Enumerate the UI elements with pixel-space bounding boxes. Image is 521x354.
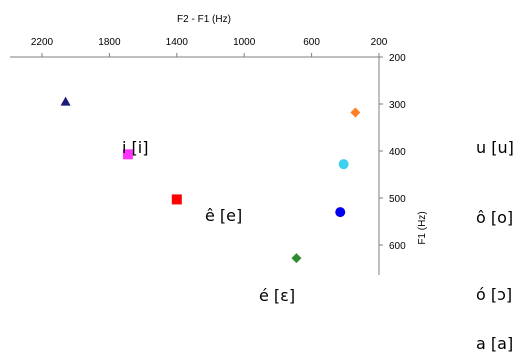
data-markers	[60, 96, 361, 264]
y-tick-label: 400	[389, 147, 406, 158]
x-axis-ticks: 2200 1800 1400 1000 600 200	[31, 37, 388, 57]
data-point-square	[171, 194, 182, 205]
vowel-label-e: ê [e]	[205, 206, 243, 225]
vowel-label-open-e: é [ɛ]	[259, 286, 296, 305]
y-axis-title: F1 (Hz)	[417, 211, 428, 244]
vowel-label-i: i [i]	[122, 138, 149, 157]
data-point-circle	[338, 159, 349, 170]
x-tick-label: 600	[303, 37, 320, 48]
y-tick-label: 200	[389, 53, 406, 64]
data-point-square	[122, 149, 133, 160]
vowel-label-open-o: ó [ɔ]	[476, 285, 513, 304]
x-tick-label: 1400	[166, 37, 189, 48]
y-tick-label: 300	[389, 100, 406, 111]
x-tick-label: 2200	[31, 37, 54, 48]
x-axis-title: F2 - F1 (Hz)	[177, 14, 231, 25]
y-tick-label: 600	[389, 241, 406, 252]
x-tick-label: 200	[371, 37, 388, 48]
y-axis-ticks: 200 300 400 500 600	[379, 53, 406, 252]
x-tick-label: 1800	[98, 37, 121, 48]
data-point-diamond	[350, 107, 361, 118]
data-point-diamond	[291, 253, 302, 264]
data-point-circle	[335, 207, 346, 218]
y-tick-label: 500	[389, 194, 406, 205]
x-tick-label: 1000	[233, 37, 256, 48]
vowel-label-o: ô [o]	[476, 208, 514, 227]
data-point-triangle	[60, 96, 71, 106]
vowel-label-u: u [u]	[476, 138, 514, 157]
axis-lines	[10, 56, 380, 275]
vowel-label-a: a [a]	[476, 334, 514, 353]
